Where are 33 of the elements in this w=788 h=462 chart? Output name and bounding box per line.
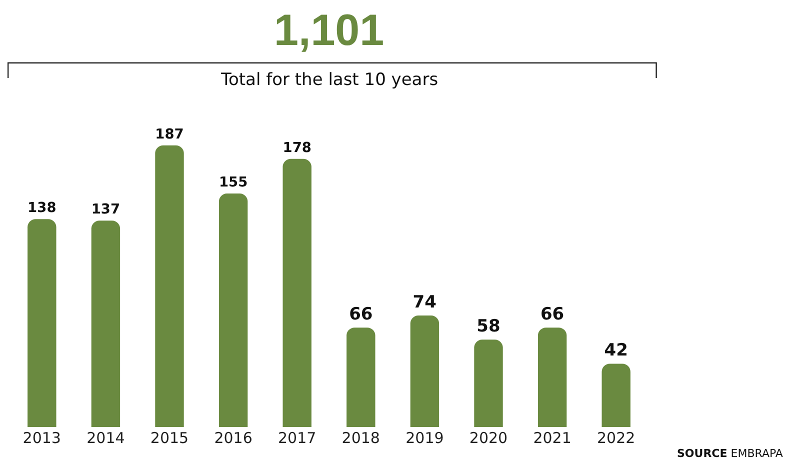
bar [346,328,376,427]
data-label: 138 [28,200,56,216]
x-tick-label: 2015 [150,429,189,447]
x-tick-label: 2020 [469,429,508,447]
bar [410,316,440,427]
bar [602,364,630,427]
bar [28,219,56,427]
x-tick-label: 2017 [278,429,316,447]
x-tick-label: 2013 [22,429,61,447]
data-label: 58 [476,316,500,337]
bar [91,220,120,427]
x-tick-label: 2019 [406,429,444,447]
x-tick-label: 2021 [533,429,572,447]
source-note: SOURCE EMBRAPA [677,447,784,460]
chart-subtitle: Total for the last 10 years [220,70,438,90]
data-label: 155 [218,174,248,191]
bar [282,158,312,427]
x-tick-label: 2014 [86,429,125,447]
data-label: 66 [349,304,373,325]
data-label: 42 [604,340,628,361]
bar [218,194,248,427]
bar [474,340,503,427]
x-tick-label: 2022 [597,429,636,447]
data-label: 66 [540,304,564,325]
chart-title: 1,101 [274,6,384,55]
data-label: 178 [282,140,312,156]
bar [538,328,567,427]
data-label: 187 [155,126,184,142]
x-tick-label: 2016 [214,429,252,447]
x-tick-label: 2018 [342,429,380,447]
bar [155,145,184,427]
data-label: 137 [91,202,120,218]
data-label: 74 [412,292,437,313]
